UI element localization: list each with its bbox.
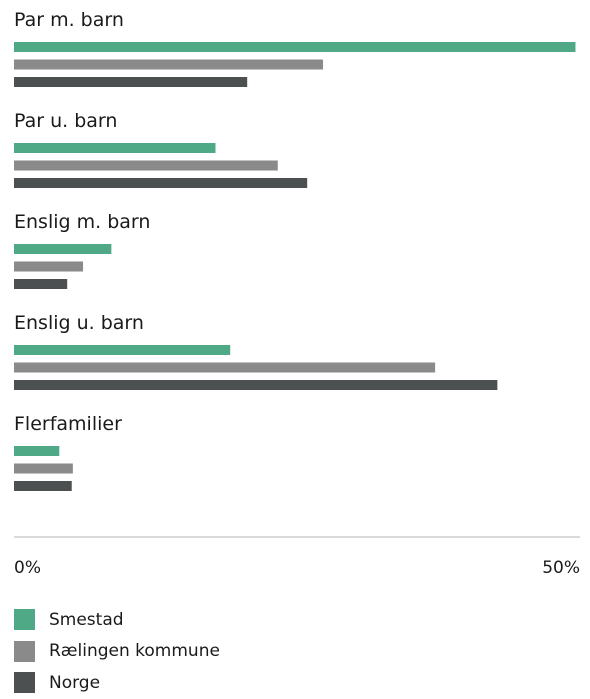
bar — [14, 481, 72, 491]
category-label: Enslig u. barn — [14, 312, 144, 334]
bar — [14, 178, 308, 188]
category-label: Par u. barn — [14, 110, 117, 132]
bar — [14, 345, 231, 355]
bar — [14, 77, 248, 87]
bar — [14, 244, 112, 254]
bar — [14, 261, 84, 272]
bar — [14, 446, 60, 456]
x-tick-label-min: 0% — [14, 558, 41, 578]
legend-swatch-ralingen — [14, 640, 35, 662]
category-label: Flerfamilier — [14, 413, 122, 435]
legend-item-ralingen: Rælingen kommune — [14, 636, 220, 668]
bar — [14, 463, 73, 474]
bar — [14, 380, 498, 390]
bar — [14, 42, 576, 52]
bar — [14, 143, 216, 153]
legend-swatch-norge — [14, 672, 35, 694]
bar — [14, 59, 324, 70]
legend-swatch-smestad — [14, 609, 35, 631]
category-label: Enslig m. barn — [14, 211, 150, 233]
bar — [14, 160, 278, 171]
legend-item-norge: Norge — [14, 667, 220, 699]
legend-label-smestad: Smestad — [49, 609, 124, 630]
bar — [14, 279, 68, 289]
category-groups: Par m. barn Par u. barn Enslig m. barn Ensl… — [14, 9, 576, 491]
legend-label-ralingen: Rælingen kommune — [49, 641, 220, 662]
category-label: Par m. barn — [14, 9, 124, 31]
legend-item-smestad: Smestad — [14, 604, 220, 636]
legend-label-norge: Norge — [49, 672, 101, 693]
bar — [14, 362, 436, 373]
bar-chart: Par m. barn Par u. barn Enslig m. barn Ensl… — [14, 9, 580, 578]
x-tick-label-max: 50% — [542, 558, 580, 578]
legend: Smestad Rælingen kommune Norge — [14, 604, 220, 699]
